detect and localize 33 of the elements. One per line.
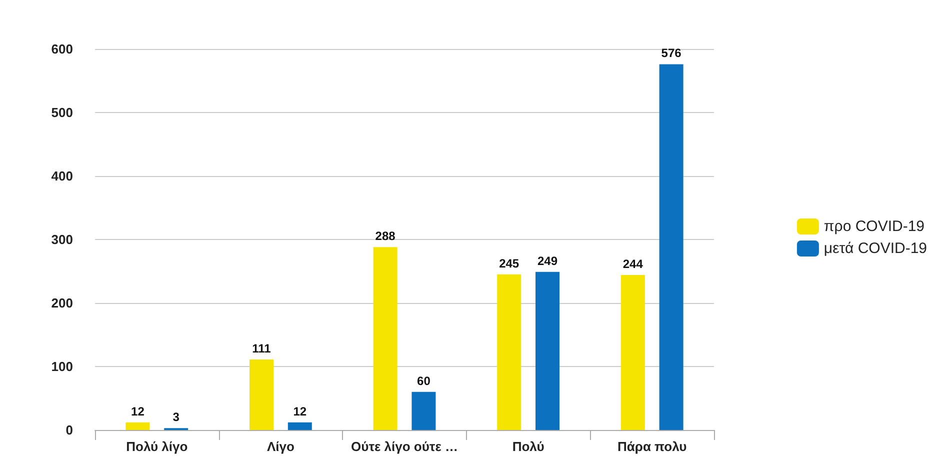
data-label: 111 — [252, 342, 272, 356]
x-tick-label: Πάρα πολυ — [618, 439, 688, 454]
data-label: 244 — [622, 257, 644, 272]
x-tick-label: Λίγο — [266, 439, 294, 454]
bar — [620, 275, 645, 430]
x-tick-label: Ούτε λίγο ούτε … — [351, 439, 458, 454]
y-tick-label: 200 — [51, 296, 73, 310]
data-label: 576 — [661, 46, 682, 60]
y-tick-label: 500 — [51, 105, 73, 120]
data-label: 12 — [293, 404, 307, 418]
bar — [373, 247, 398, 430]
bar — [250, 360, 274, 430]
x-tick-label: Πολύ — [512, 439, 545, 454]
y-tick-label: 300 — [51, 232, 73, 247]
data-label: 288 — [375, 229, 396, 244]
legend-label: προ COVID-19 — [824, 218, 925, 235]
bar — [536, 272, 560, 430]
bar — [659, 64, 684, 430]
y-tick-label: 600 — [51, 42, 73, 56]
data-label: 249 — [537, 254, 558, 268]
data-label: 12 — [131, 404, 145, 418]
legend-label: μετά COVID-19 — [824, 240, 928, 257]
data-label: 3 — [172, 410, 180, 424]
bar — [126, 422, 150, 430]
bar — [497, 274, 522, 430]
y-tick-label: 100 — [51, 359, 73, 374]
bar — [412, 392, 436, 430]
data-label: 245 — [499, 256, 520, 270]
y-tick-label: 400 — [51, 168, 73, 184]
y-tick-label: 0 — [66, 422, 73, 438]
data-label: 60 — [417, 374, 431, 388]
bar — [288, 422, 312, 430]
x-tick-label: Πολύ λίγο — [126, 439, 188, 454]
